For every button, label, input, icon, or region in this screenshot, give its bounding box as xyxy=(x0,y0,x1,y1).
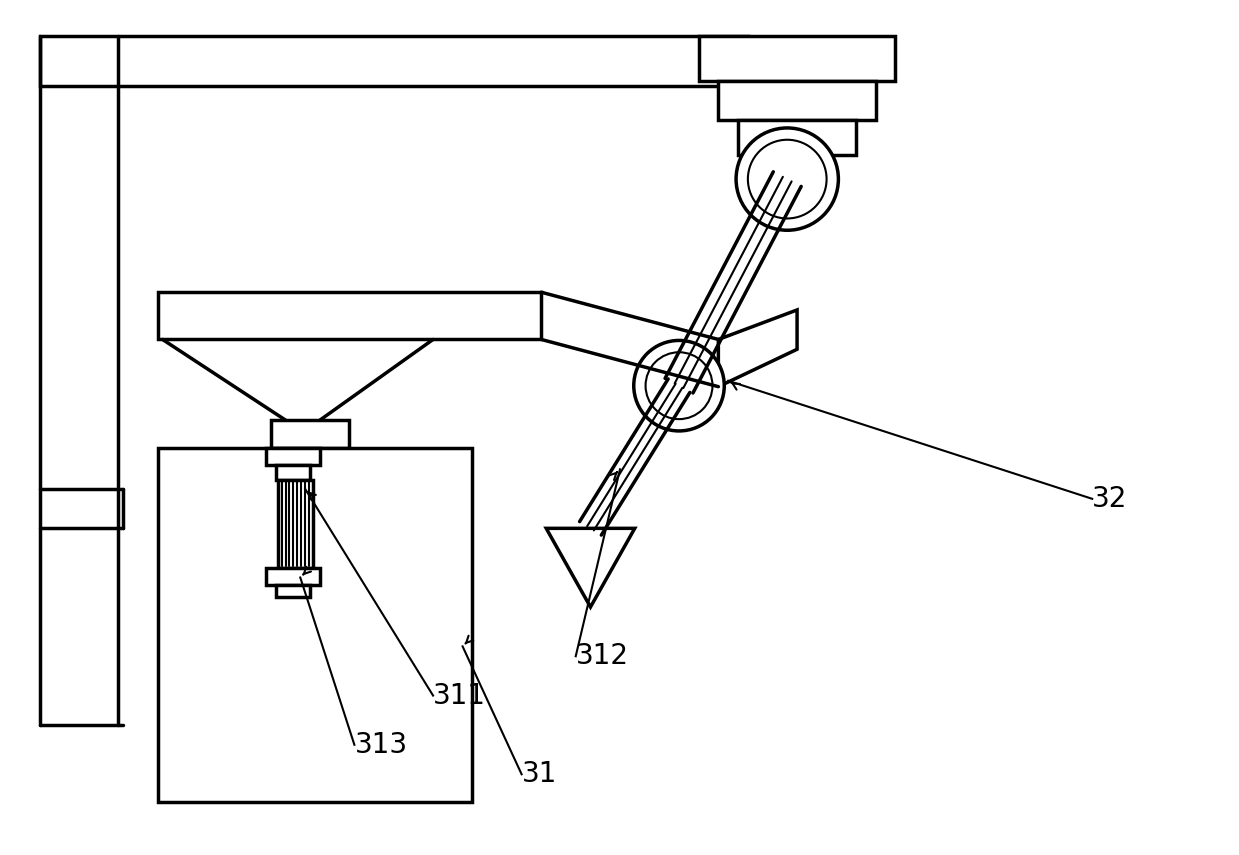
Bar xyxy=(271,420,349,448)
Bar xyxy=(266,568,320,586)
Bar xyxy=(157,292,541,339)
Circle shape xyxy=(748,139,826,218)
Text: 311: 311 xyxy=(434,681,486,710)
Bar xyxy=(275,465,310,481)
Circle shape xyxy=(736,128,839,230)
Bar xyxy=(278,481,313,568)
Circle shape xyxy=(646,352,712,419)
Circle shape xyxy=(634,340,725,431)
Bar xyxy=(719,80,876,120)
Polygon shape xyxy=(719,310,797,386)
Bar xyxy=(40,37,748,86)
Bar xyxy=(738,120,856,155)
Bar xyxy=(266,448,320,465)
Text: 31: 31 xyxy=(522,760,558,788)
Text: 32: 32 xyxy=(1093,485,1127,513)
Bar xyxy=(157,448,472,802)
Bar xyxy=(275,586,310,597)
Polygon shape xyxy=(546,528,634,607)
Bar xyxy=(699,37,896,80)
Text: 312: 312 xyxy=(576,642,628,670)
Text: 313: 313 xyxy=(354,731,408,758)
